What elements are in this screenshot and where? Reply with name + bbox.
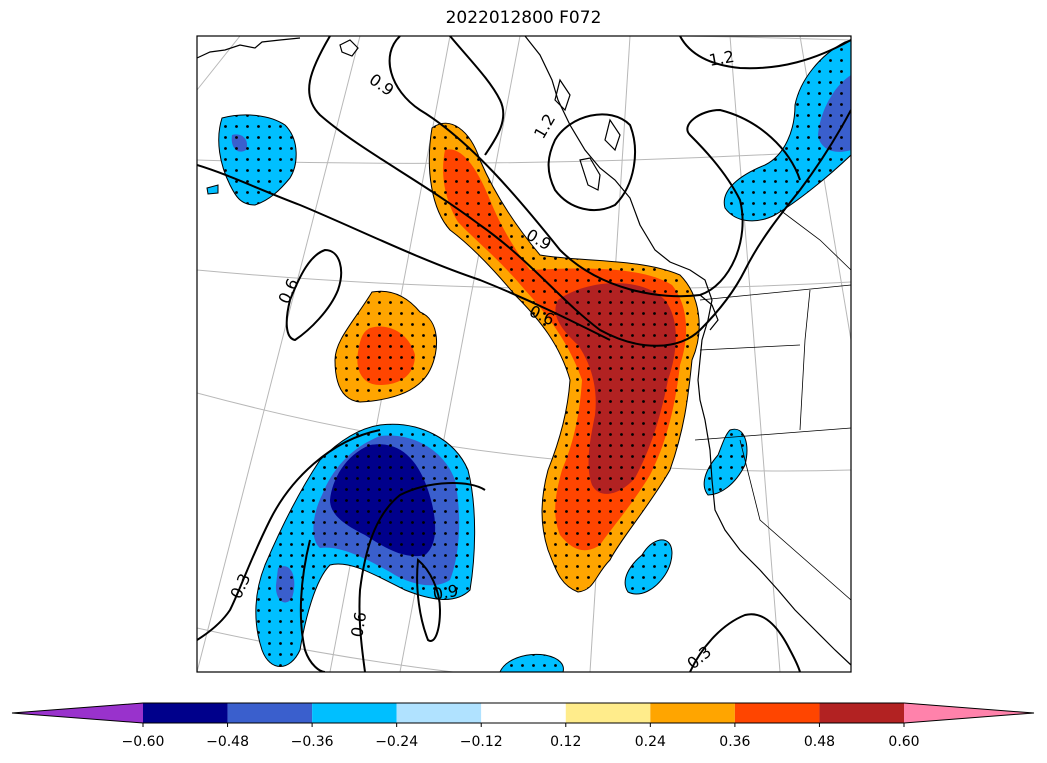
contour-label: 0.3 [226,571,254,602]
colorbar-segment [143,703,228,723]
colorbar-segment [819,703,904,723]
colorbar-extend-high [904,703,1034,723]
colorbar [11,702,1035,727]
contour-label: 0.6 [347,610,370,638]
coastlines [197,36,851,666]
colorbar-extend-low [12,703,143,723]
colorbar-tick-label: 0.36 [719,734,751,750]
colorbar-segment [650,703,735,723]
colorbar-tick-label: 0.24 [634,734,666,750]
contour-lines [197,36,851,672]
colorbar-segment [734,703,820,723]
contour-label: 1.2 [530,110,559,142]
contour-label: 0.9 [431,581,459,604]
contour-label: 1.2 [707,47,735,70]
colorbar-tick-label: −0.60 [121,734,165,750]
map-title: 2022012800 F072 [445,8,602,28]
colorbar-tick-label: 0.48 [803,734,836,750]
colorbar-tick-label: 0.60 [888,734,920,750]
colorbar-tick-label: −0.36 [290,734,334,750]
political-borders [694,209,851,601]
colorbar-tick-label: 0.12 [550,734,582,750]
colorbar-segment [312,703,397,723]
colorbar-segment [227,703,313,723]
map-frame [196,35,852,673]
colorbar-tick-label: −0.48 [206,734,249,750]
colorbar-segment [481,703,566,723]
colorbar-segment [565,703,651,723]
colorbar-segment [396,703,482,723]
colorbar-tick-label: −0.12 [459,734,503,750]
contour-label: 0.3 [683,642,715,673]
colorbar-tick-label: −0.24 [375,734,419,750]
